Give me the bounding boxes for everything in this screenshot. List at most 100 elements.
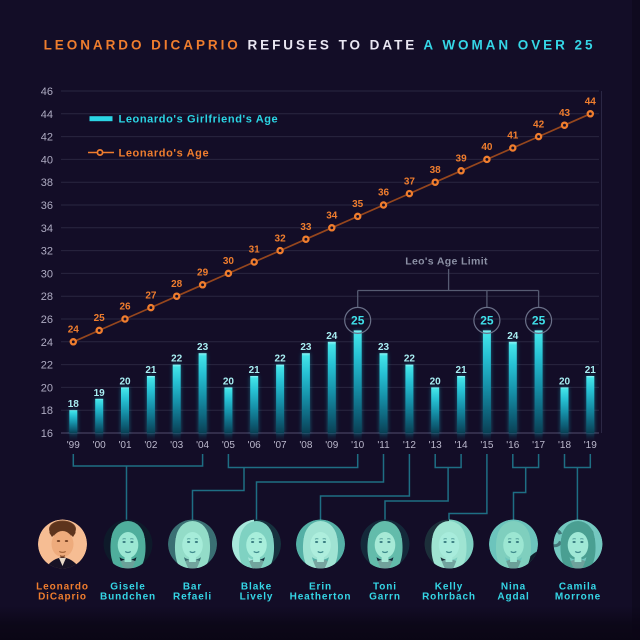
svg-text:Camila: Camila <box>559 581 597 592</box>
svg-text:21: 21 <box>456 365 468 376</box>
svg-text:32: 32 <box>275 233 287 244</box>
svg-text:Bundchen: Bundchen <box>100 591 156 602</box>
svg-text:24: 24 <box>68 325 80 336</box>
svg-text:'13: '13 <box>429 440 442 451</box>
svg-text:'07: '07 <box>274 440 287 451</box>
svg-text:'00: '00 <box>93 440 106 451</box>
svg-text:22: 22 <box>404 354 416 365</box>
svg-text:Garrn: Garrn <box>369 591 401 602</box>
svg-text:'05: '05 <box>222 440 235 451</box>
svg-text:25: 25 <box>351 314 365 328</box>
svg-text:Leonardo's Girlfriend's Age: Leonardo's Girlfriend's Age <box>119 114 279 126</box>
svg-text:21: 21 <box>585 365 597 376</box>
svg-text:'10: '10 <box>351 440 364 451</box>
svg-text:20: 20 <box>119 376 131 387</box>
svg-text:Rohrbach: Rohrbach <box>422 591 476 602</box>
svg-text:DiCaprio: DiCaprio <box>38 591 87 602</box>
svg-text:34: 34 <box>41 223 53 235</box>
svg-text:'18: '18 <box>558 440 571 451</box>
svg-text:28: 28 <box>41 291 53 303</box>
svg-text:23: 23 <box>378 342 390 353</box>
svg-text:21: 21 <box>249 365 261 376</box>
svg-text:Erin: Erin <box>309 581 332 592</box>
svg-text:'99: '99 <box>67 440 80 451</box>
svg-text:30: 30 <box>41 268 53 280</box>
svg-text:Leonardo's Age: Leonardo's Age <box>119 148 210 160</box>
svg-text:'03: '03 <box>170 440 183 451</box>
svg-text:LEONARDO DICAPRIO REFUSES TO D: LEONARDO DICAPRIO REFUSES TO DATE A WOMA… <box>44 37 596 52</box>
svg-text:39: 39 <box>456 154 468 165</box>
svg-text:22: 22 <box>171 354 183 365</box>
svg-text:Toni: Toni <box>373 581 397 592</box>
svg-text:'19: '19 <box>584 440 597 451</box>
svg-text:36: 36 <box>378 188 390 199</box>
svg-text:20: 20 <box>41 382 53 394</box>
svg-text:46: 46 <box>41 86 53 98</box>
svg-text:32: 32 <box>41 246 53 258</box>
svg-text:20: 20 <box>559 376 571 387</box>
svg-text:33: 33 <box>300 222 312 233</box>
svg-text:Leo's Age Limit: Leo's Age Limit <box>405 256 488 268</box>
svg-text:26: 26 <box>119 302 131 313</box>
svg-text:Kelly: Kelly <box>435 581 463 592</box>
svg-text:34: 34 <box>326 211 338 222</box>
svg-text:'14: '14 <box>455 440 468 451</box>
svg-text:44: 44 <box>585 97 597 108</box>
svg-text:43: 43 <box>559 108 571 119</box>
svg-text:30: 30 <box>223 256 235 267</box>
svg-text:23: 23 <box>300 342 312 353</box>
svg-text:24: 24 <box>326 331 338 342</box>
svg-text:23: 23 <box>197 342 209 353</box>
svg-text:38: 38 <box>430 165 442 176</box>
svg-text:25: 25 <box>94 313 106 324</box>
svg-text:Refaeli: Refaeli <box>173 591 212 602</box>
svg-text:18: 18 <box>68 399 80 410</box>
svg-text:Agdal: Agdal <box>497 591 529 602</box>
svg-text:'15: '15 <box>480 440 493 451</box>
svg-text:25: 25 <box>480 314 494 328</box>
svg-text:'01: '01 <box>118 440 131 451</box>
svg-text:16: 16 <box>41 428 53 440</box>
svg-text:'12: '12 <box>403 440 416 451</box>
svg-text:20: 20 <box>430 376 442 387</box>
svg-text:27: 27 <box>145 290 157 301</box>
svg-text:25: 25 <box>532 314 546 328</box>
svg-text:36: 36 <box>41 200 53 212</box>
svg-text:Leonardo: Leonardo <box>36 581 89 592</box>
svg-text:22: 22 <box>275 354 287 365</box>
svg-text:'11: '11 <box>377 440 390 451</box>
svg-text:29: 29 <box>197 268 209 279</box>
svg-text:22: 22 <box>41 360 53 372</box>
svg-text:Bar: Bar <box>183 581 202 592</box>
svg-text:Gisele: Gisele <box>110 581 145 592</box>
svg-text:'02: '02 <box>144 440 157 451</box>
svg-text:'09: '09 <box>325 440 338 451</box>
svg-text:41: 41 <box>507 131 519 142</box>
svg-text:31: 31 <box>249 245 261 256</box>
svg-text:Nina: Nina <box>501 581 526 592</box>
svg-text:37: 37 <box>404 176 416 187</box>
svg-text:Heatherton: Heatherton <box>290 591 352 602</box>
svg-text:Morrone: Morrone <box>555 591 601 602</box>
svg-text:38: 38 <box>41 177 53 189</box>
svg-text:Lively: Lively <box>240 591 274 602</box>
svg-text:35: 35 <box>352 199 364 210</box>
svg-text:18: 18 <box>41 405 53 417</box>
svg-text:24: 24 <box>507 331 519 342</box>
svg-text:'16: '16 <box>506 440 519 451</box>
svg-text:19: 19 <box>94 388 106 399</box>
svg-text:'17: '17 <box>532 440 545 451</box>
svg-text:44: 44 <box>41 109 53 121</box>
svg-text:24: 24 <box>41 337 53 349</box>
svg-text:42: 42 <box>41 132 53 144</box>
svg-text:26: 26 <box>41 314 53 326</box>
svg-text:'06: '06 <box>248 440 261 451</box>
svg-text:'04: '04 <box>196 440 209 451</box>
svg-text:'08: '08 <box>299 440 312 451</box>
svg-text:42: 42 <box>533 119 545 130</box>
svg-text:21: 21 <box>145 365 157 376</box>
svg-text:40: 40 <box>41 154 53 166</box>
svg-text:28: 28 <box>171 279 183 290</box>
svg-text:Blake: Blake <box>241 581 272 592</box>
svg-text:40: 40 <box>481 142 493 153</box>
